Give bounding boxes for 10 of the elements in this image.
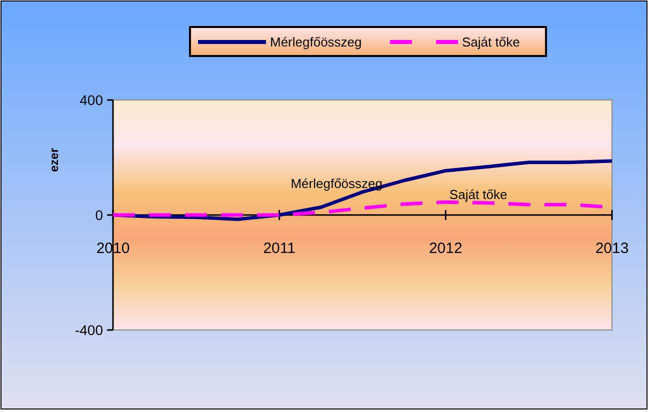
y-tick-label: 0 <box>95 206 104 223</box>
legend-label: Saját tőke <box>462 34 520 50</box>
y-tick-label: -400 <box>74 322 104 338</box>
annotation: Mérlegfőösszeg <box>290 176 382 191</box>
x-tick-label: 2012 <box>428 240 462 257</box>
y-axis-title: ezer <box>47 148 61 172</box>
y-tick-label: 400 <box>80 92 104 108</box>
text: Mérlegfőösszeg <box>270 34 362 50</box>
annotation: Saját tőke <box>449 186 508 202</box>
x-tick-label: 2011 <box>263 240 296 257</box>
